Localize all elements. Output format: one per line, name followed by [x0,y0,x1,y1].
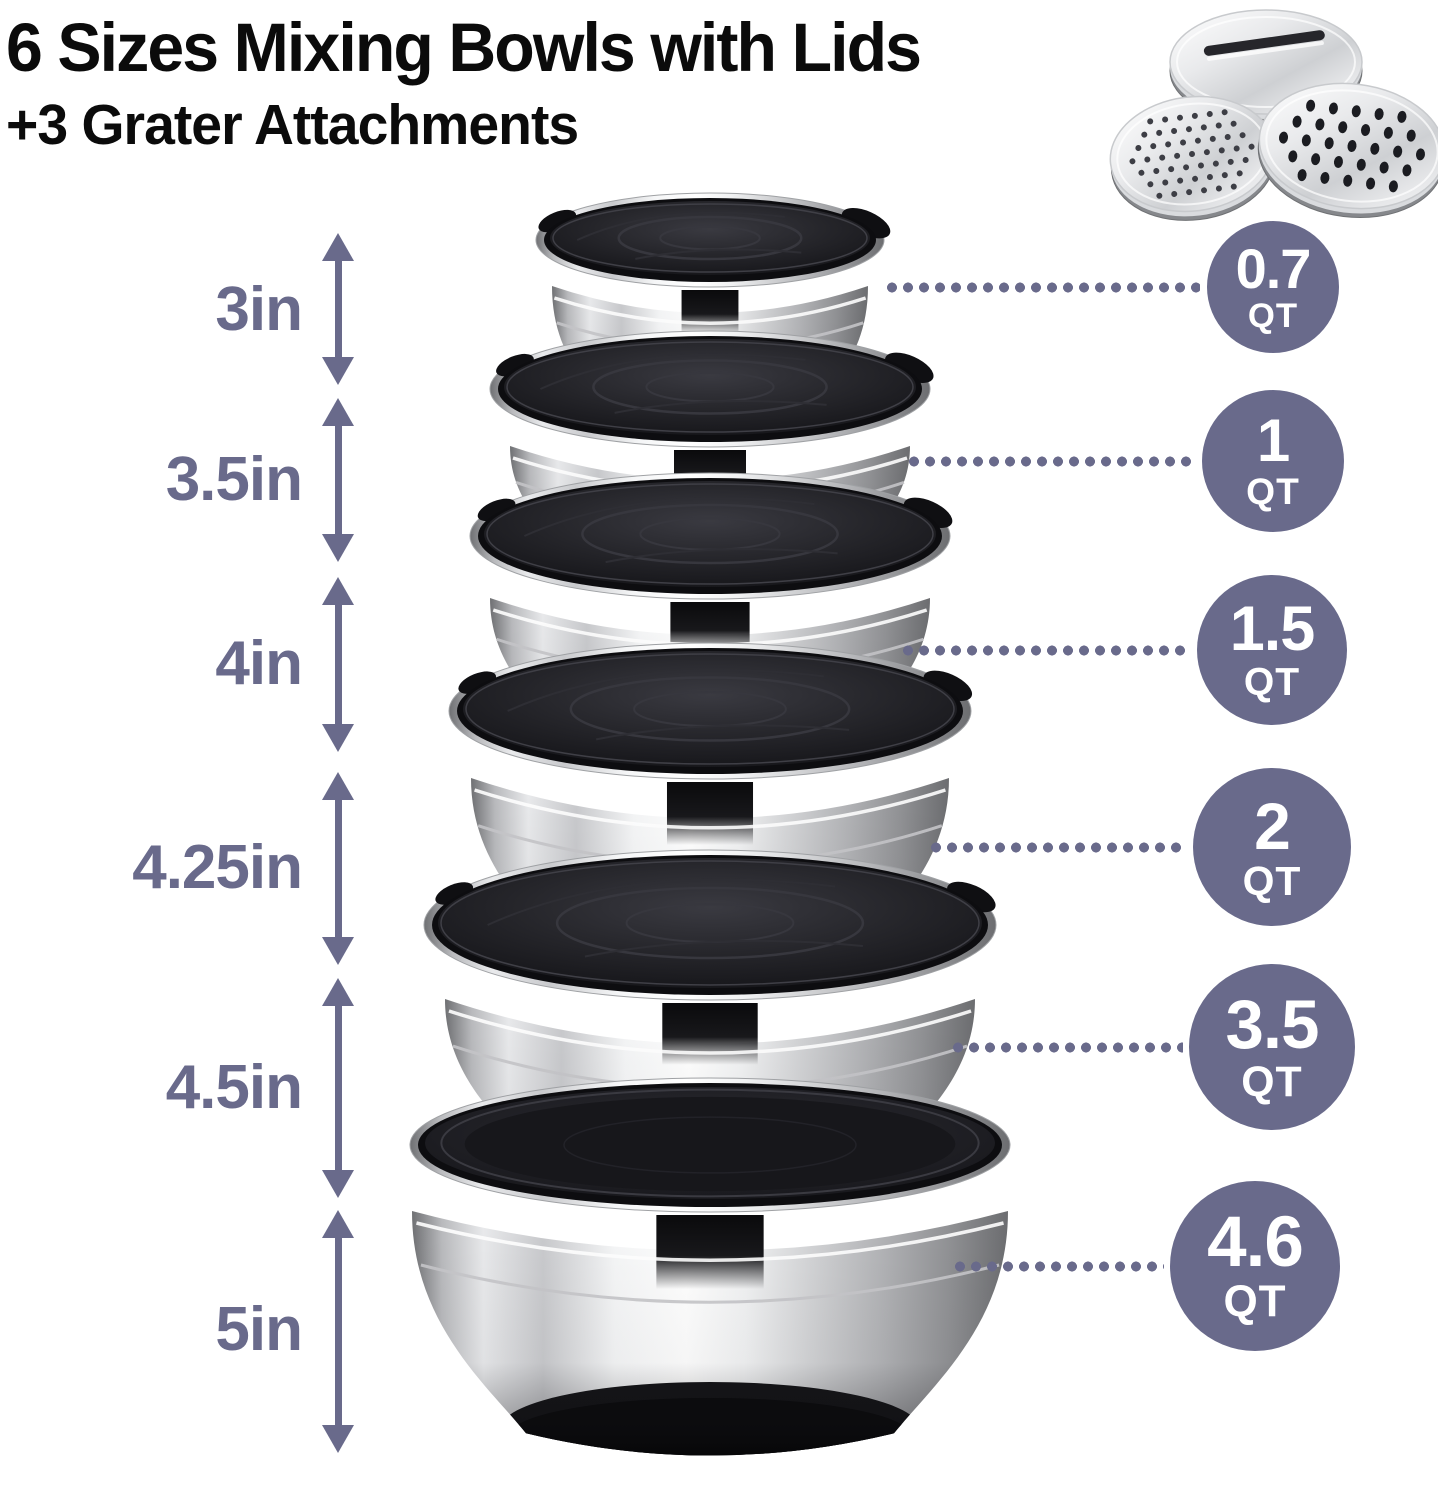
measurement-arrow-1 [321,233,355,385]
leader-dots-2 [906,456,1196,467]
measurement-label-4-25in: 4.25in [132,833,303,902]
capacity-badge-4-6qt: 4.6 QT [1170,1181,1340,1351]
grater-disc-coarse [1257,82,1438,219]
measurement-label-4-5in: 4.5in [165,1053,303,1122]
page-title: 6 Sizes Mixing Bowls with Lids [6,9,922,86]
measurement-arrow-4 [321,772,355,965]
grater-attachments-image [1076,0,1438,250]
capacity-unit: QT [1223,1277,1287,1327]
leader-dots-1 [884,282,1200,293]
leader-dots-5 [950,1042,1183,1053]
capacity-badge-3-5qt: 3.5 QT [1189,964,1355,1130]
measurement-arrow-3 [321,577,355,752]
capacity-unit: QT [1247,296,1299,335]
capacity-value: 4.6 [1207,1203,1304,1283]
capacity-value: 0.7 [1235,236,1312,300]
capacity-unit: QT [1243,660,1301,704]
capacity-value: 1 [1256,407,1290,475]
measurement-label-4in: 4in [215,629,303,698]
leader-dots-3 [900,645,1191,656]
capacity-unit: QT [1242,857,1302,904]
leader-dots-6 [952,1261,1164,1272]
measurement-label-3-5in: 3.5in [165,445,303,514]
grater-disc-fine [1109,95,1276,221]
capacity-value: 2 [1254,788,1291,863]
leader-dots-4 [928,842,1187,853]
capacity-badge-0-7qt: 0.7 QT [1207,221,1339,353]
capacity-unit: QT [1241,1058,1303,1107]
capacity-badge-1qt: 1 QT [1202,390,1344,532]
measurement-label-3in: 3in [215,275,303,344]
capacity-unit: QT [1246,470,1300,513]
capacity-value: 3.5 [1225,986,1320,1064]
measurement-label-5in: 5in [215,1295,303,1364]
capacity-badge-1-5qt: 1.5 QT [1197,575,1347,725]
page-subtitle: +3 Grater Attachments [6,93,579,157]
capacity-value: 1.5 [1229,593,1316,664]
measurement-arrow-2 [321,398,355,562]
capacity-badge-2qt: 2 QT [1193,768,1351,926]
measurement-arrow-5 [321,978,355,1198]
measurement-arrow-6 [321,1210,355,1453]
mixing-bowl-6 [409,1077,1011,1456]
